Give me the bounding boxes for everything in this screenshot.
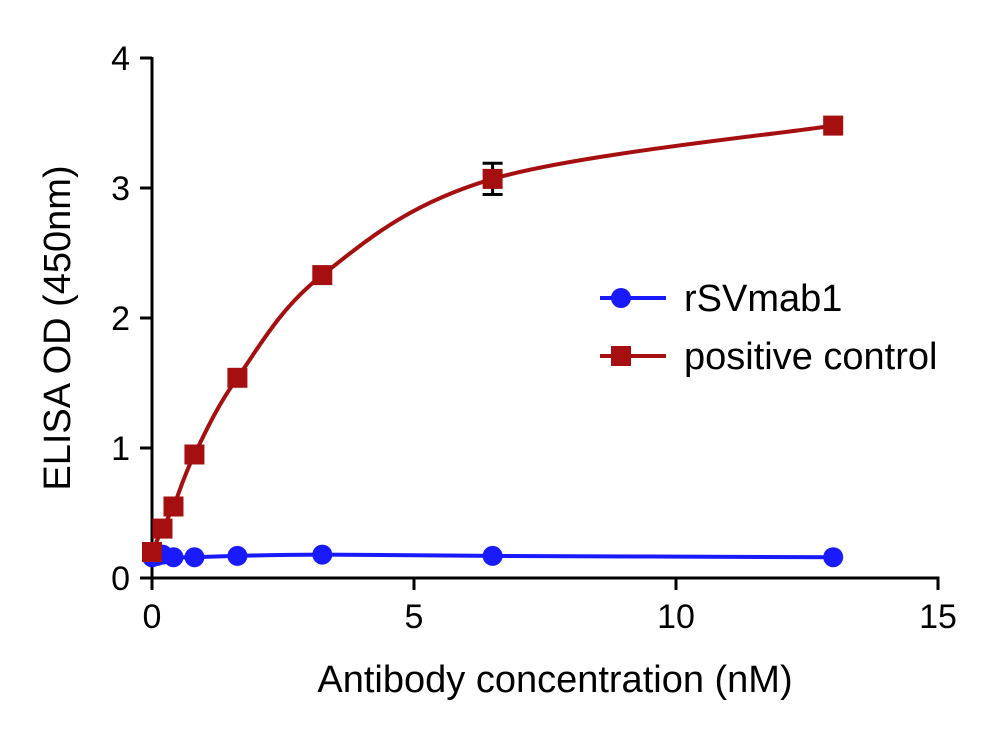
legend-label: rSVmab1 bbox=[684, 278, 842, 320]
data-point bbox=[163, 547, 184, 568]
data-point bbox=[823, 547, 844, 568]
legend-marker bbox=[611, 346, 631, 366]
y-tick-label: 0 bbox=[111, 560, 130, 598]
x-tick-label: 10 bbox=[657, 598, 695, 636]
legend-label: positive control bbox=[684, 336, 937, 378]
data-point bbox=[142, 542, 162, 562]
legend: rSVmab1 positive control bbox=[600, 278, 937, 378]
data-point bbox=[227, 545, 248, 566]
series-line bbox=[150, 123, 834, 553]
data-point bbox=[184, 444, 205, 465]
data-point bbox=[227, 367, 248, 388]
y-tick-label: 1 bbox=[111, 430, 130, 468]
data-point bbox=[312, 265, 333, 286]
data-point bbox=[823, 115, 844, 136]
data-point bbox=[152, 518, 173, 539]
legend-marker bbox=[611, 288, 631, 308]
y-tick-label: 3 bbox=[111, 170, 130, 208]
y-tick-label: 2 bbox=[111, 300, 130, 338]
x-axis-title: Antibody concentration (nM) bbox=[317, 659, 792, 701]
data-point bbox=[163, 496, 184, 517]
y-axis-title: ELISA OD (450nm) bbox=[37, 165, 79, 490]
data-point bbox=[312, 544, 333, 565]
series-0 bbox=[142, 544, 844, 568]
data-point bbox=[482, 545, 503, 566]
x-tick-label: 0 bbox=[143, 598, 162, 636]
series-layer bbox=[142, 115, 844, 568]
series-1 bbox=[142, 115, 844, 562]
x-tick-label: 5 bbox=[405, 598, 424, 636]
y-tick-label: 4 bbox=[111, 40, 130, 78]
axes: 0 1 2 3 4 0 5 10 15 bbox=[111, 40, 957, 636]
data-point bbox=[184, 547, 205, 568]
data-point bbox=[482, 168, 503, 189]
legend-item-0: rSVmab1 bbox=[600, 278, 842, 320]
legend-item-1: positive control bbox=[600, 336, 937, 378]
x-tick-label: 15 bbox=[919, 598, 957, 636]
